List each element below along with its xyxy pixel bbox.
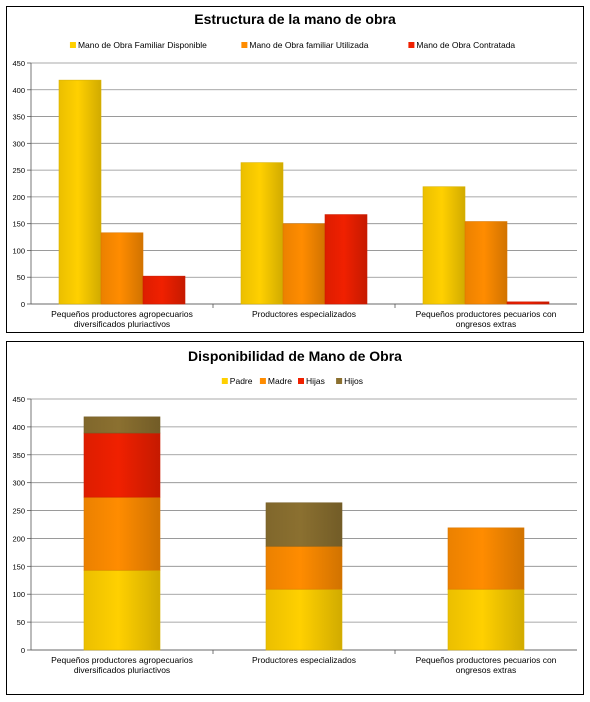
y-tick-label: 150: [12, 562, 25, 571]
bar: [142, 275, 186, 305]
y-tick-label: 100: [12, 590, 25, 599]
bar: [324, 214, 368, 305]
bar: [282, 223, 326, 305]
bar: [240, 162, 284, 305]
chart2-svg: Disponibilidad de Mano de Obra Padre Madre…: [12, 348, 577, 675]
y-tick-label: 300: [12, 139, 25, 148]
bar-segment: [83, 569, 161, 651]
chart-disponibilidad-mano-de-obra: Disponibilidad de Mano de Obra Padre Madre…: [6, 341, 584, 695]
legend-label: Mano de Obra familiar Utilizada: [249, 40, 368, 50]
legend: Padre Madre Hijas Hijos: [221, 376, 363, 386]
legend-label: Hijas: [306, 376, 325, 386]
legend-swatch: [408, 42, 415, 48]
x-category-label: Pequeños productores agropecuarios: [51, 309, 193, 319]
y-tick-label: 100: [12, 246, 25, 255]
legend-label: Padre: [230, 376, 253, 386]
bar-segment: [447, 588, 525, 651]
y-tick-label: 200: [12, 193, 25, 202]
bar-segment: [265, 545, 343, 590]
y-tick-label: 300: [12, 479, 25, 488]
x-category-label: diversificados pluriactivos: [74, 319, 170, 329]
chart1-svg: Estructura de la mano de obra Mano de Obr…: [12, 11, 577, 329]
y-tick-label: 50: [17, 618, 25, 627]
legend-swatch: [259, 378, 266, 384]
bars: [83, 416, 525, 651]
x-category-label: Productores especializados: [252, 309, 356, 319]
bar-segment: [265, 588, 343, 651]
x-category-label: Productores especializados: [252, 655, 356, 665]
y-tick-label: 250: [12, 166, 25, 175]
y-tick-label: 0: [21, 646, 25, 655]
x-category-label: Pequeños productores agropecuarios: [51, 655, 193, 665]
y-tick-label: 400: [12, 86, 25, 95]
y-tick-label: 150: [12, 220, 25, 229]
y-tick-label: 0: [21, 300, 25, 309]
bar: [464, 221, 508, 305]
chart-title: Estructura de la mano de obra: [194, 11, 396, 27]
bar-segment: [447, 527, 525, 590]
legend-label: Madre: [268, 376, 292, 386]
chart-title: Disponibilidad de Mano de Obra: [188, 348, 402, 364]
bar-segment: [83, 416, 161, 434]
y-tick-label: 450: [12, 395, 25, 404]
legend-label: Hijos: [344, 376, 363, 386]
legend: Mano de Obra Familiar Disponible Mano de …: [69, 40, 515, 50]
x-category-label: ongresos extras: [456, 319, 516, 329]
y-tick-label: 400: [12, 423, 25, 432]
bar: [100, 232, 144, 305]
x-category-label: Pequeños productores pecuarios con: [416, 309, 557, 319]
legend-label: Mano de Obra Contratada: [416, 40, 515, 50]
bar: [422, 186, 466, 305]
bar-segment: [83, 432, 161, 498]
y-tick-label: 350: [12, 451, 25, 460]
legend-swatch: [221, 378, 228, 384]
x-category-label: diversificados pluriactivos: [74, 665, 170, 675]
bars: [58, 79, 550, 305]
x-category-label: Pequeños productores pecuarios con: [416, 655, 557, 665]
x-category-label: ongresos extras: [456, 665, 516, 675]
legend-swatch: [69, 42, 76, 48]
bar-segment: [265, 502, 343, 547]
y-tick-label: 350: [12, 113, 25, 122]
chart-mano-de-obra-structure: Estructura de la mano de obra Mano de Obr…: [6, 6, 584, 333]
legend-swatch: [336, 378, 343, 384]
y-tick-label: 50: [17, 273, 25, 282]
legend-swatch: [298, 378, 304, 384]
y-tick-label: 250: [12, 507, 25, 516]
bar: [58, 79, 102, 305]
legend-label: Mano de Obra Familiar Disponible: [78, 40, 207, 50]
legend-swatch: [241, 42, 248, 48]
y-tick-label: 200: [12, 534, 25, 543]
bar: [506, 301, 550, 305]
bar-segment: [83, 496, 161, 571]
y-tick-label: 450: [12, 59, 25, 68]
